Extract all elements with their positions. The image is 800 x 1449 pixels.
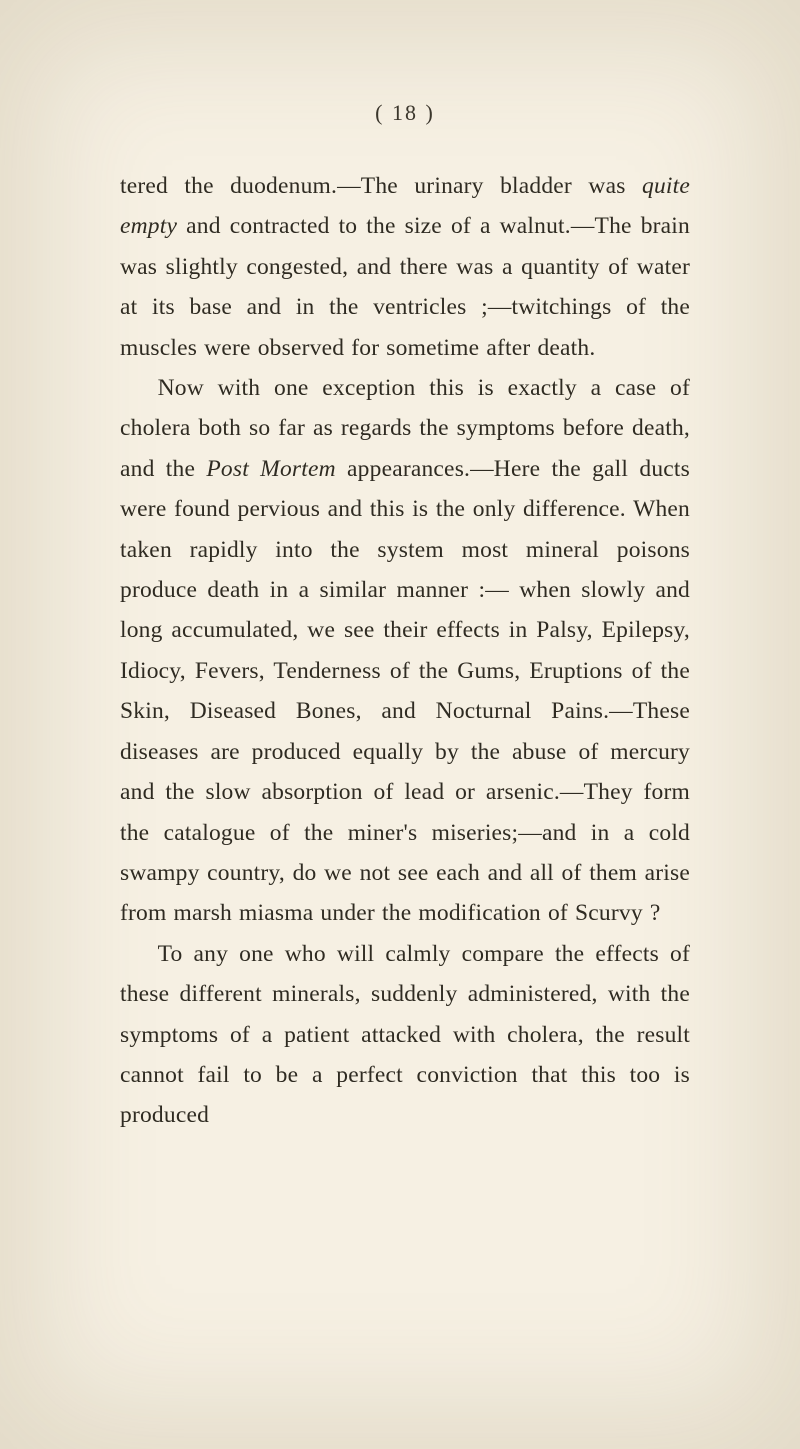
p1-text-b: and contracted to the size of a walnut.—…: [120, 213, 690, 360]
paragraph-2: Now with one exception this is exactly a…: [120, 368, 690, 934]
paragraph-1: tered the duodenum.—The urinary bladder …: [120, 173, 690, 361]
body-text: tered the duodenum.—The urinary bladder …: [120, 166, 690, 1136]
page-number: ( 18 ): [120, 100, 690, 126]
p2-italic-1: Post Mortem: [206, 456, 335, 482]
paragraph-3: To any one who will calmly compare the e…: [120, 934, 690, 1136]
page-container: ( 18 ) tered the duodenum.—The urinary b…: [0, 0, 800, 1216]
p2-text-b: appear­ances.—Here the gall ducts were f…: [120, 456, 690, 926]
p1-text-a: tered the duodenum.—The urinary bladder …: [120, 173, 642, 199]
